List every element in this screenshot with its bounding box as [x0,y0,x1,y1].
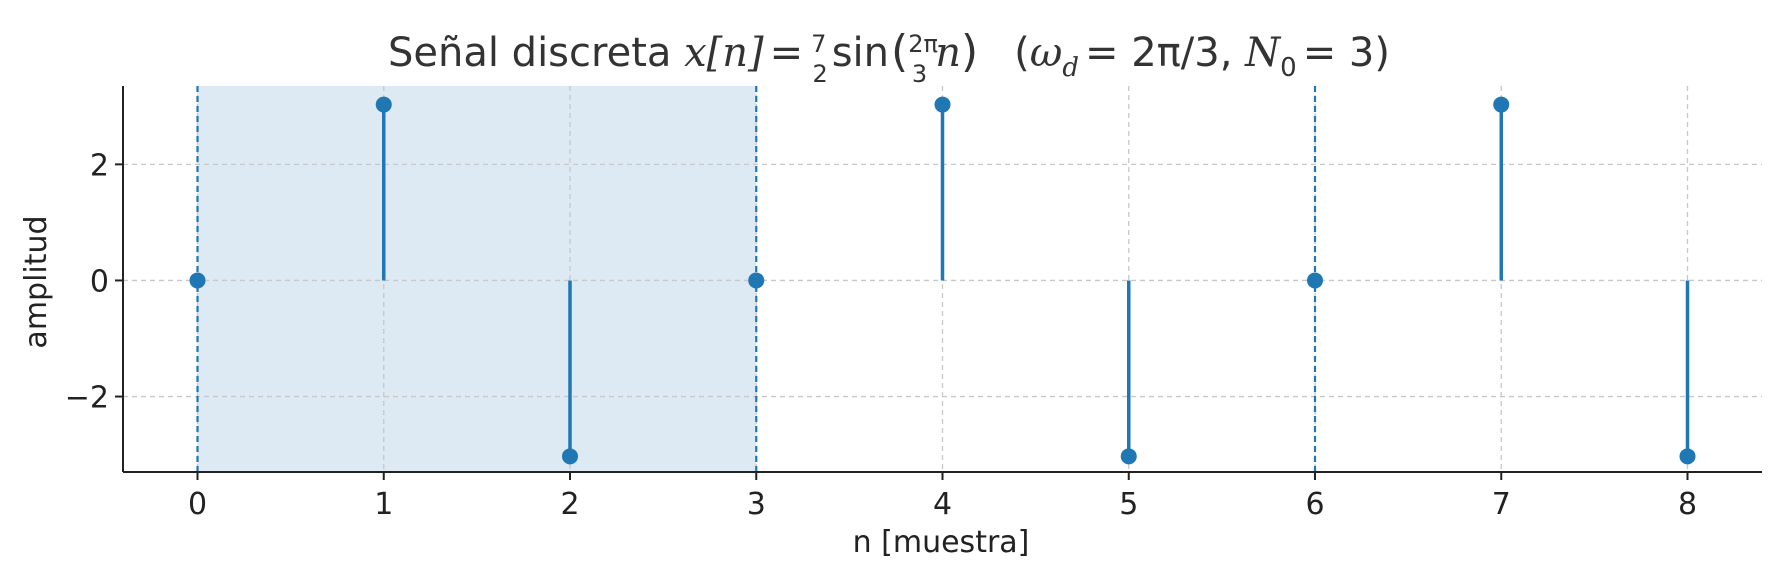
x-tick-label: 3 [747,487,766,522]
x-tick-label: 4 [933,487,952,522]
title-omega: ω [1030,30,1063,76]
x-tick-label: 7 [1492,487,1511,522]
title-frac2-num: 2π [908,30,938,58]
title-lhs: x[n] [684,30,764,76]
stem-marker [1120,448,1137,465]
x-tick-label: 0 [188,487,207,522]
x-axis-label: n [muestra] [853,525,1030,560]
x-tick-label: 6 [1305,487,1324,522]
title-N: N [1244,30,1282,76]
stem-marker [1679,448,1696,465]
period-shade [197,86,757,472]
title-frac1-num: 7 [811,30,826,58]
title-frac1-den: 2 [812,60,827,88]
x-tick-label: 8 [1678,487,1697,522]
y-tick-label: 2 [90,148,109,183]
stem-marker [748,272,765,289]
stem-marker [1493,96,1510,113]
chart-title: Señal discreta x[n] = 7 2 sin(2π 3 n) (ωd = 2π/3… [388,26,1390,88]
title-params-open: ( [1014,30,1030,76]
title-omega-val: = 2π/3, [1085,30,1245,76]
stem-marker [934,96,951,113]
x-tick-label: 5 [1119,487,1138,522]
stem-marker [562,448,578,465]
y-tick-label: 0 [90,264,109,299]
title-eq: = [770,30,804,76]
title-omega-sub: d [1062,53,1079,83]
x-tick-label: 1 [374,487,393,522]
y-axis-label: amplitud [19,215,54,348]
stem-marker [375,96,392,113]
title-N-sub: 0 [1280,53,1297,83]
title-arg: n [935,30,961,76]
title-N-val: = 3) [1303,30,1390,76]
title-frac2-den: 3 [912,60,927,88]
title-prefix: Señal discreta [388,30,684,76]
y-tick-label: −2 [65,381,109,416]
title-func: sin [832,30,889,76]
plot-area: 0 1 2 3 4 5 6 7 8 2 0 −2 [65,86,1762,522]
stem-marker [1307,272,1323,289]
x-tick-label: 2 [560,487,579,522]
stem-marker [189,272,206,289]
